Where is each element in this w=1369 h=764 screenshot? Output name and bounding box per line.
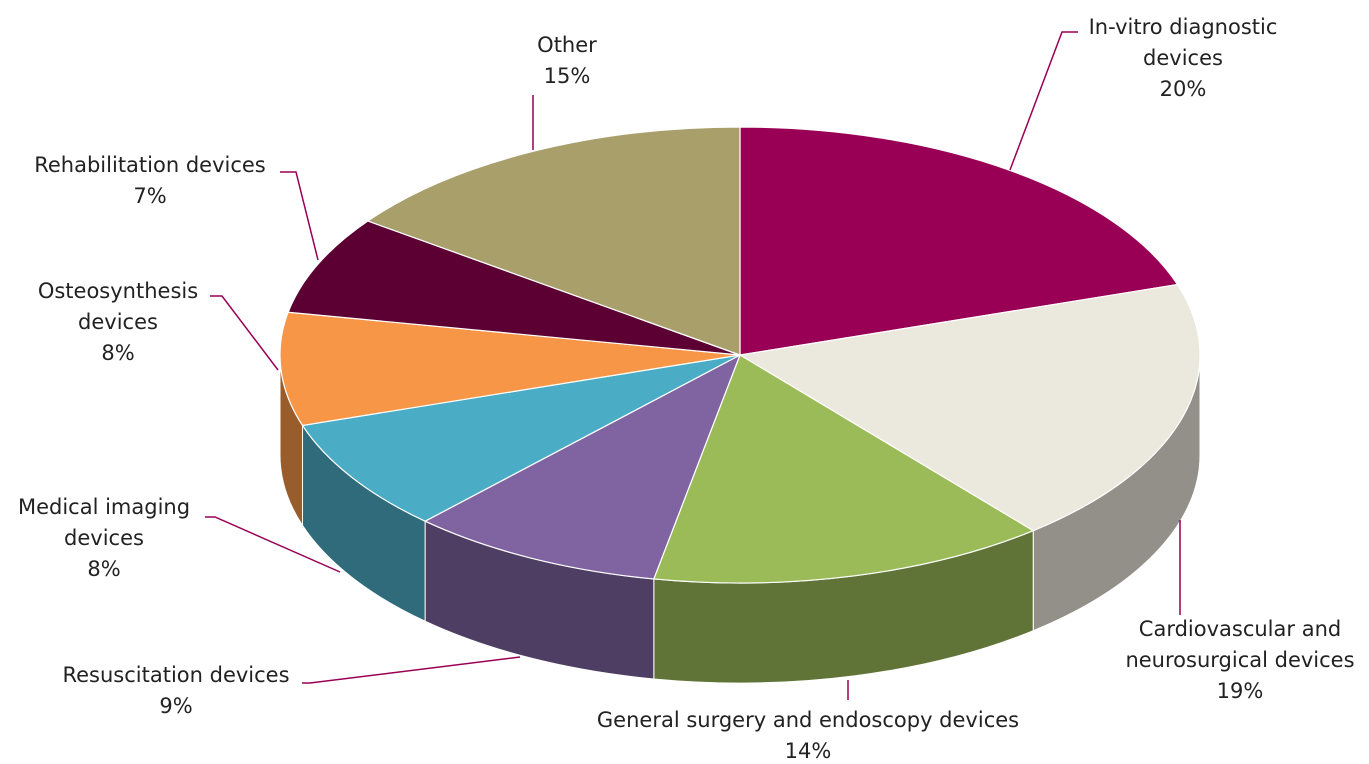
category-label: Medical imaging devices	[17, 495, 191, 550]
slice	[652, 354, 1035, 584]
category-label: In-vitro diagnostic devices	[1088, 15, 1278, 70]
category-label: Other	[537, 33, 597, 57]
value-label: 19%	[1216, 679, 1264, 703]
leader-line	[210, 295, 279, 371]
slice-label: General surgery and endoscopy devices 14%	[558, 705, 1058, 764]
slice	[279, 311, 741, 427]
category-label: Resuscitation devices	[62, 663, 290, 687]
slice	[739, 126, 1179, 356]
slice-label: Cardiovascular and neurosurgical devices…	[1115, 614, 1365, 707]
value-label: 9%	[159, 694, 193, 718]
slice	[287, 220, 741, 356]
value-label: 7%	[133, 184, 167, 208]
slice-label: Resuscitation devices 9%	[26, 660, 326, 722]
value-label: 20%	[1159, 77, 1207, 101]
category-label: Cardiovascular and neurosurgical devices	[1125, 617, 1355, 672]
slice-label: Osteosynthesis devices 8%	[18, 276, 218, 369]
slice	[423, 353, 742, 580]
category-label: General surgery and endoscopy devices	[596, 708, 1020, 732]
value-label: 15%	[543, 64, 591, 88]
value-label: 14%	[784, 739, 832, 763]
value-label: 8%	[87, 557, 121, 581]
category-label: Rehabilitation devices	[34, 153, 266, 177]
leader-line	[280, 171, 319, 261]
slice-label: In-vitro diagnostic devices 20%	[1068, 12, 1298, 105]
slice-label: Rehabilitation devices 7%	[0, 150, 300, 212]
slice	[366, 126, 741, 356]
leader-line	[302, 656, 521, 684]
value-label: 8%	[101, 341, 135, 365]
slice	[301, 354, 741, 522]
slice	[738, 283, 1201, 532]
leader-line	[205, 516, 341, 573]
slice-label: Other 15%	[507, 30, 627, 92]
slice-label: Medical imaging devices 8%	[4, 492, 204, 585]
leader-line	[1009, 31, 1078, 171]
category-label: Osteosynthesis devices	[37, 279, 199, 334]
